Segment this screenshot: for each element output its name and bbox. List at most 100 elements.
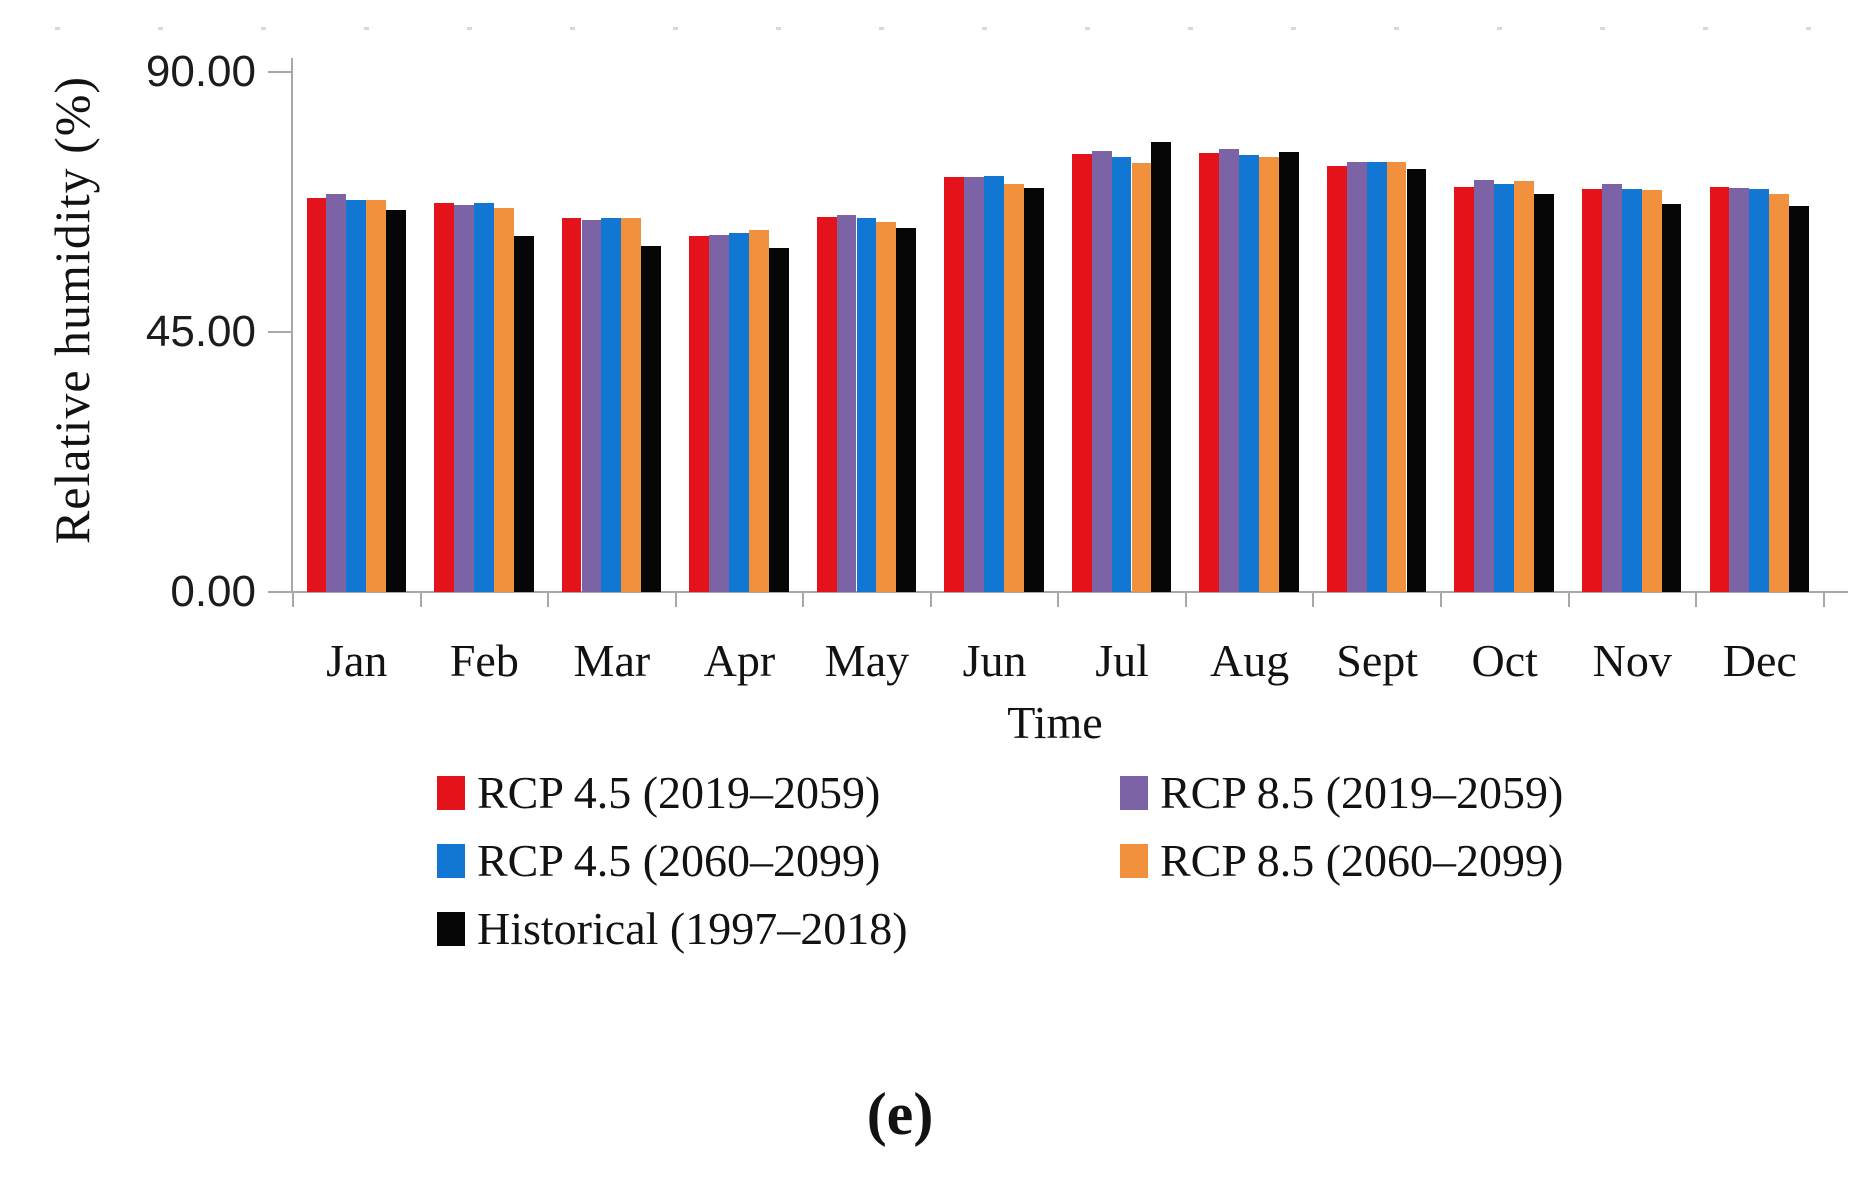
legend-item-series2: RCP 4.5 (2060–2099): [437, 836, 880, 886]
x-tick-mark: [1057, 593, 1060, 607]
bar-feb-series2: [473, 203, 494, 592]
bar-apr-series3: [748, 230, 769, 592]
bar-apr-series1: [709, 234, 729, 592]
x-axis-title: Time: [1007, 697, 1103, 748]
x-tick-label-feb: Feb: [449, 635, 519, 686]
x-tick-mark: [674, 593, 677, 607]
x-tick-mark: [929, 593, 932, 607]
bar-jun-series0: [944, 177, 965, 592]
x-tick-mark: [547, 593, 550, 607]
bar-feb-series1: [453, 204, 474, 592]
x-tick-label-sept: Sept: [1336, 635, 1419, 686]
bar-mar-series3: [621, 218, 642, 592]
bar-nov-series0: [1582, 189, 1602, 592]
legend-item-series4: Historical (1997–2018): [437, 904, 908, 954]
bar-jul-series4: [1151, 141, 1172, 592]
bar-oct-series4: [1534, 193, 1554, 592]
x-tick-label-aug: Aug: [1210, 635, 1290, 686]
x-tick-label-nov: Nov: [1592, 635, 1672, 686]
bar-apr-series2: [728, 233, 749, 592]
x-tick-mark: [1695, 593, 1698, 607]
legend-item-series3: RCP 8.5 (2060–2099): [1120, 836, 1563, 886]
bar-feb-series0: [434, 203, 454, 592]
bar-jan-series4: [386, 210, 406, 592]
bar-nov-series2: [1621, 189, 1642, 592]
legend-item-series1: RCP 8.5 (2019–2059): [1120, 768, 1563, 818]
bar-jan-series1: [326, 193, 347, 592]
bar-jun-series1: [964, 177, 985, 592]
y-tick-mark: [268, 591, 292, 593]
legend-swatch-icon: [1120, 844, 1148, 878]
legend-label: RCP 8.5 (2019–2059): [1160, 767, 1564, 818]
legend-swatch-icon: [1120, 776, 1148, 810]
x-tick-mark: [802, 593, 805, 607]
bar-may-series0: [816, 217, 837, 592]
bar-oct-series0: [1454, 186, 1475, 592]
x-tick-mark: [1567, 593, 1570, 607]
x-tick-label-mar: Mar: [573, 635, 651, 686]
bar-aug-series1: [1219, 149, 1240, 592]
bar-nov-series3: [1641, 189, 1662, 592]
y-tick-label: 90.00: [145, 47, 256, 96]
bar-oct-series3: [1514, 181, 1535, 592]
y-tick-mark: [268, 71, 292, 73]
bar-may-series2: [856, 218, 877, 592]
x-axis-line: [268, 591, 1848, 593]
legend-swatch-icon: [437, 776, 465, 810]
bar-mar-series1: [581, 219, 602, 592]
x-tick-label-may: May: [824, 635, 910, 686]
x-tick-label-dec: Dec: [1722, 635, 1797, 686]
x-tick-mark: [292, 593, 294, 607]
bar-mar-series2: [601, 218, 622, 592]
bar-oct-series2: [1494, 184, 1515, 592]
x-tick-mark: [1822, 593, 1825, 607]
bar-mar-series0: [561, 218, 582, 592]
bar-jun-series2: [984, 176, 1004, 592]
bar-nov-series4: [1661, 204, 1682, 592]
x-tick-label-jun: Jun: [962, 635, 1027, 686]
bar-aug-series3: [1259, 156, 1279, 592]
bar-aug-series2: [1239, 155, 1260, 592]
bar-dec-series1: [1729, 188, 1750, 592]
legend-label: Historical (1997–2018): [477, 903, 908, 954]
x-tick-mark: [1184, 593, 1187, 607]
bar-aug-series4: [1278, 152, 1299, 592]
bar-dec-series0: [1709, 186, 1730, 592]
legend-label: RCP 4.5 (2019–2059): [477, 767, 881, 818]
bar-jul-series0: [1071, 154, 1092, 592]
legend-item-series0: RCP 4.5 (2019–2059): [437, 768, 880, 818]
bar-sept-series3: [1386, 162, 1407, 592]
figure-caption: (e): [866, 1081, 934, 1147]
x-tick-label-jan: Jan: [326, 635, 388, 686]
bar-apr-series4: [768, 248, 789, 592]
cropped-top-gridline: [55, 27, 1853, 30]
legend-label: RCP 4.5 (2060–2099): [477, 835, 881, 886]
bar-apr-series0: [689, 236, 710, 592]
bar-may-series4: [896, 228, 917, 592]
bar-sept-series0: [1326, 166, 1347, 592]
bar-mar-series4: [641, 245, 662, 592]
bar-dec-series2: [1749, 189, 1770, 592]
bar-jul-series2: [1111, 156, 1132, 592]
bar-aug-series0: [1199, 152, 1220, 592]
bar-jun-series4: [1023, 188, 1044, 592]
bar-sept-series4: [1406, 169, 1427, 592]
x-tick-label-oct: Oct: [1471, 635, 1538, 686]
bar-jan-series2: [346, 200, 367, 592]
bar-jun-series3: [1003, 184, 1024, 592]
y-axis-line: [291, 58, 293, 593]
bar-feb-series4: [513, 236, 534, 592]
bar-may-series1: [836, 215, 857, 592]
bar-nov-series1: [1601, 184, 1622, 592]
x-tick-label-apr: Apr: [703, 635, 776, 686]
bar-jul-series3: [1131, 163, 1152, 592]
bar-jan-series3: [366, 200, 387, 592]
legend-swatch-icon: [437, 844, 465, 878]
bar-dec-series4: [1789, 206, 1810, 592]
x-tick-mark: [1439, 593, 1442, 607]
bar-feb-series3: [493, 208, 514, 592]
legend-label: RCP 8.5 (2060–2099): [1160, 835, 1564, 886]
bar-sept-series1: [1346, 162, 1367, 592]
bar-oct-series1: [1474, 180, 1495, 592]
